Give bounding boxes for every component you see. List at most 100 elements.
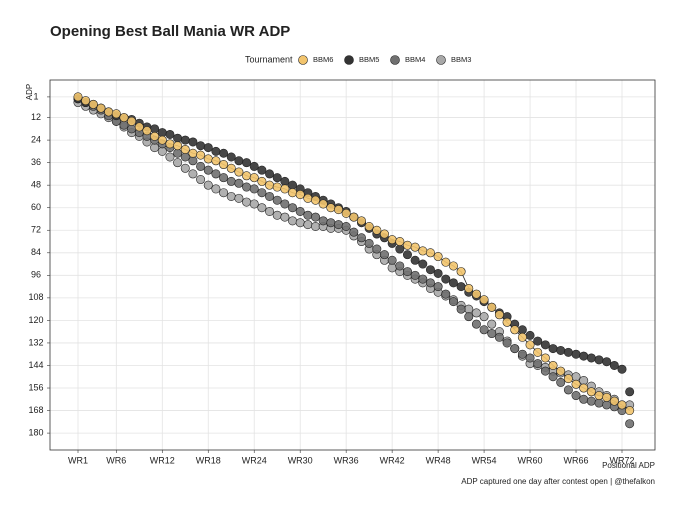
data-point: [356, 233, 366, 243]
y-tick-label: 108: [28, 292, 43, 302]
data-point: [257, 176, 267, 186]
data-point: [180, 144, 190, 154]
data-point: [602, 392, 612, 402]
data-point: [196, 150, 206, 160]
legend-marker: [344, 55, 354, 65]
data-point: [242, 197, 252, 207]
data-point: [441, 274, 451, 284]
legend-label: BBM6: [313, 55, 333, 64]
data-point: [579, 383, 589, 393]
data-point: [150, 124, 160, 134]
data-point: [387, 255, 397, 265]
data-point: [272, 173, 282, 183]
data-point: [441, 289, 451, 299]
data-point: [594, 398, 604, 408]
data-point: [280, 212, 290, 222]
data-point: [433, 282, 443, 292]
data-point: [280, 184, 290, 194]
x-tick-label: WR1: [68, 455, 88, 465]
data-point: [563, 385, 573, 395]
data-point: [456, 282, 466, 292]
legend-marker: [298, 55, 308, 65]
data-point: [157, 135, 167, 145]
data-point: [341, 208, 351, 218]
data-point: [402, 250, 412, 260]
data-point: [265, 206, 275, 216]
data-point: [586, 387, 596, 397]
data-point: [341, 221, 351, 231]
chart-title: Opening Best Ball Mania WR ADP: [50, 23, 290, 40]
legend-marker: [390, 55, 400, 65]
x-tick-label: WR6: [106, 455, 126, 465]
data-point: [395, 244, 405, 254]
data-point: [219, 173, 229, 183]
data-point: [395, 237, 405, 247]
x-axis-label: Positional ADP: [602, 461, 655, 470]
data-point: [226, 191, 236, 201]
data-point: [326, 218, 336, 228]
data-point: [203, 180, 213, 190]
data-point: [173, 158, 183, 168]
data-point: [425, 248, 435, 258]
data-point: [165, 152, 175, 162]
data-point: [448, 278, 458, 288]
data-point: [211, 146, 221, 156]
data-point: [142, 126, 152, 136]
data-point: [410, 242, 420, 252]
data-point: [288, 180, 298, 190]
data-point: [548, 360, 558, 370]
data-point: [211, 156, 221, 166]
y-tick-label: 24: [31, 134, 41, 144]
data-point: [249, 199, 259, 209]
data-point: [594, 355, 604, 365]
data-point: [249, 173, 259, 183]
data-point: [594, 391, 604, 401]
y-tick-label: 156: [28, 382, 43, 392]
data-point: [448, 261, 458, 271]
legend-title: Tournament: [245, 54, 293, 64]
data-point: [364, 238, 374, 248]
data-point: [311, 221, 321, 231]
data-point: [402, 240, 412, 250]
data-point: [464, 283, 474, 293]
data-point: [249, 184, 259, 194]
data-point: [533, 336, 543, 346]
data-point: [533, 347, 543, 357]
data-point: [617, 364, 627, 374]
data-point: [234, 193, 244, 203]
data-point: [540, 340, 550, 350]
y-tick-label: 84: [31, 247, 41, 257]
data-point: [157, 128, 167, 138]
data-point: [180, 163, 190, 173]
data-point: [579, 394, 589, 404]
data-point: [364, 221, 374, 231]
data-point: [188, 156, 198, 166]
data-point: [487, 302, 497, 312]
data-point: [418, 246, 428, 256]
data-point: [188, 169, 198, 179]
data-point: [226, 176, 236, 186]
data-point: [548, 344, 558, 354]
data-point: [180, 152, 190, 162]
data-point: [203, 165, 213, 175]
data-point: [96, 103, 106, 113]
data-point: [579, 376, 589, 386]
data-point: [173, 133, 183, 143]
data-point: [303, 210, 313, 220]
data-point: [242, 171, 252, 181]
data-point: [586, 353, 596, 363]
data-point: [510, 344, 520, 354]
data-point: [303, 193, 313, 203]
data-point: [257, 188, 267, 198]
y-tick-label: 72: [31, 225, 41, 235]
data-point: [326, 203, 336, 213]
data-point: [127, 116, 137, 126]
legend-label: BBM3: [451, 55, 471, 64]
data-point: [119, 120, 129, 130]
data-point: [272, 182, 282, 192]
data-point: [272, 195, 282, 205]
data-point: [433, 252, 443, 262]
